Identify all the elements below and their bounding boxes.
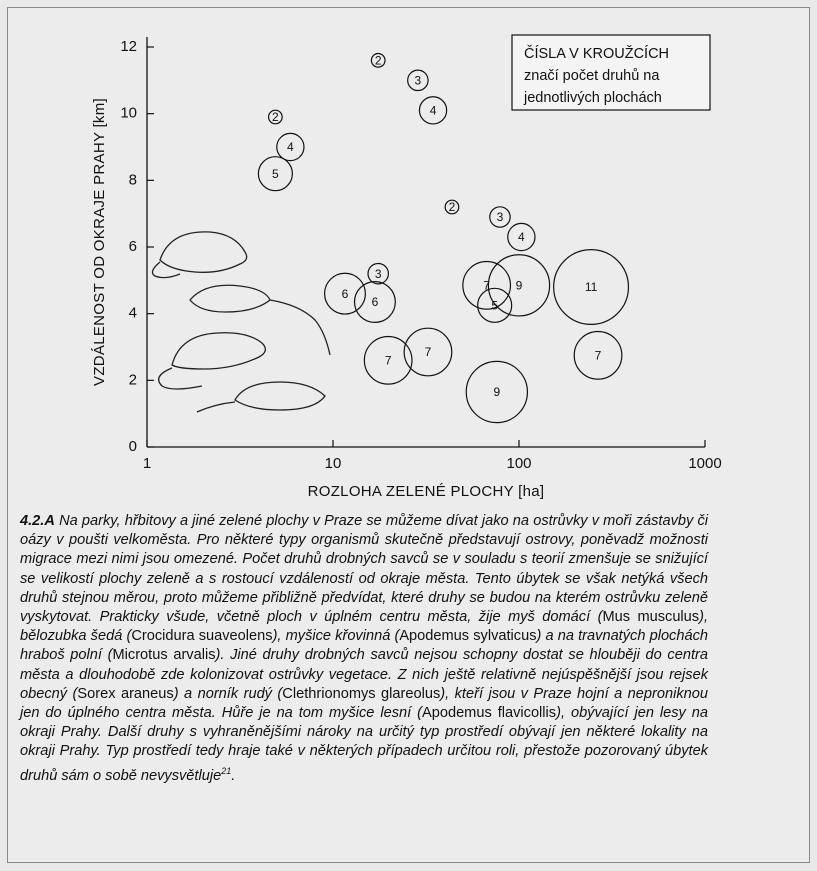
bubble: [323, 272, 366, 315]
rodent-tail: [158, 367, 203, 390]
bubble-label: 3: [375, 267, 382, 281]
caption-text: ). Jiné druhy drobných savců nejsou scho…: [20, 647, 708, 702]
y-tick-label: 12: [120, 38, 137, 55]
y-axis-title: VZDÁLENOST OD OKRAJE PRAHY [km]: [91, 98, 108, 386]
y-tick-label: 0: [129, 438, 137, 455]
bubble-label: 7: [385, 354, 392, 368]
bubble: [370, 52, 386, 68]
bubble: [465, 360, 529, 424]
species-name: Mus musculus: [602, 609, 700, 626]
bubble: [353, 281, 396, 324]
bubble-label: 5: [272, 167, 279, 181]
bubble: [257, 156, 293, 192]
species-name: Apodemus sylvaticus: [399, 628, 537, 645]
annotation-box: [511, 34, 711, 111]
rodent: [189, 284, 271, 313]
species-name: Clethrionomys glareolus: [282, 685, 441, 702]
caption-text: Na parky, hřbitovy a jiné zelené plochy …: [20, 513, 708, 626]
rodent: [234, 381, 326, 411]
x-tick-label: 10: [325, 455, 342, 472]
caption-label: 4.2.A: [20, 513, 55, 529]
caption-text: ), myšice křovinná (: [272, 628, 400, 645]
bubble-label: 2: [272, 110, 279, 124]
annotation-line: jednotlivých plochách: [523, 90, 662, 106]
bubble-label: 2: [449, 200, 456, 214]
bubble-label: 5: [491, 299, 498, 313]
bubble-label: 9: [516, 279, 523, 293]
chart: ČÍSLA V KROUŽCÍCH značí počet druhů na j…: [91, 34, 722, 500]
species-name: Microtus arvalis: [112, 647, 216, 664]
bubble-label: 9: [493, 385, 500, 399]
bubble: [487, 254, 551, 317]
bubble: [444, 199, 460, 215]
bubble: [477, 287, 513, 323]
bubble: [553, 249, 630, 326]
caption: 4.2.A Na parky, hřbitovy a jiné zelené p…: [20, 512, 708, 786]
rodent-tail: [151, 261, 181, 279]
bubble: [267, 109, 283, 125]
bubble: [507, 222, 536, 252]
caption-end: .: [231, 767, 236, 784]
bubble: [418, 96, 448, 125]
rodent-illustrations: [151, 231, 331, 413]
bubble-label: 6: [342, 287, 349, 301]
x-axis-title: ROZLOHA ZELENÉ PLOCHY [ha]: [308, 483, 545, 500]
rodent-tail: [269, 299, 331, 356]
annotation-line: značí počet druhů na: [524, 68, 660, 84]
bubble: [276, 132, 305, 162]
caption-text: ) a na travnatých plochách hraboš polní …: [20, 628, 708, 664]
bubble-label: 2: [375, 54, 382, 68]
caption-text: ) a norník rudý (: [173, 685, 283, 702]
y-tick-label: 8: [129, 171, 137, 188]
caption-text: ), obývající jen lesy na okraji Prahy. D…: [20, 705, 709, 784]
rodent-tail: [196, 401, 236, 413]
bubble: [573, 330, 623, 380]
bubble: [403, 327, 453, 377]
bubble-label: 4: [287, 140, 294, 154]
figure-frame: [7, 7, 810, 863]
y-tick-label: 2: [129, 371, 137, 388]
y-tick-label: 6: [129, 238, 137, 255]
bubble-label: 3: [415, 74, 422, 88]
x-tick-label: 1: [143, 455, 151, 472]
bubble-label: 7: [425, 345, 432, 359]
bubble: [407, 69, 429, 92]
footnote-ref: 21: [221, 765, 232, 776]
x-tick-label: 100: [506, 455, 531, 472]
y-tick-label: 4: [129, 305, 137, 322]
bubble-label: 4: [430, 104, 437, 118]
species-name: Sorex araneus: [77, 685, 174, 702]
bubble-label: 7: [483, 279, 490, 293]
annotation-line: ČÍSLA V KROUŽCÍCH: [524, 45, 669, 62]
caption-text: ), bělozubka šedá (: [20, 609, 709, 645]
x-tick-label: 1000: [688, 455, 721, 472]
y-tick-label: 10: [120, 105, 137, 122]
bubble: [462, 260, 512, 310]
caption-text: ), kteří jsou v Praze hojní a nepronikno…: [20, 685, 708, 722]
bubble-label: 3: [497, 210, 504, 224]
bubble-label: 11: [585, 280, 598, 294]
species-name: Crocidura suaveolens: [131, 628, 273, 645]
bubble-label: 6: [372, 295, 379, 309]
bubble-label: 7: [595, 349, 602, 363]
bubble: [367, 262, 390, 285]
rodent: [159, 231, 248, 273]
bubble-label: 4: [518, 230, 525, 244]
bubble: [363, 335, 413, 385]
bubble: [489, 206, 511, 228]
species-name: Apodemus flavicollis: [421, 705, 557, 722]
rodent: [171, 332, 266, 370]
